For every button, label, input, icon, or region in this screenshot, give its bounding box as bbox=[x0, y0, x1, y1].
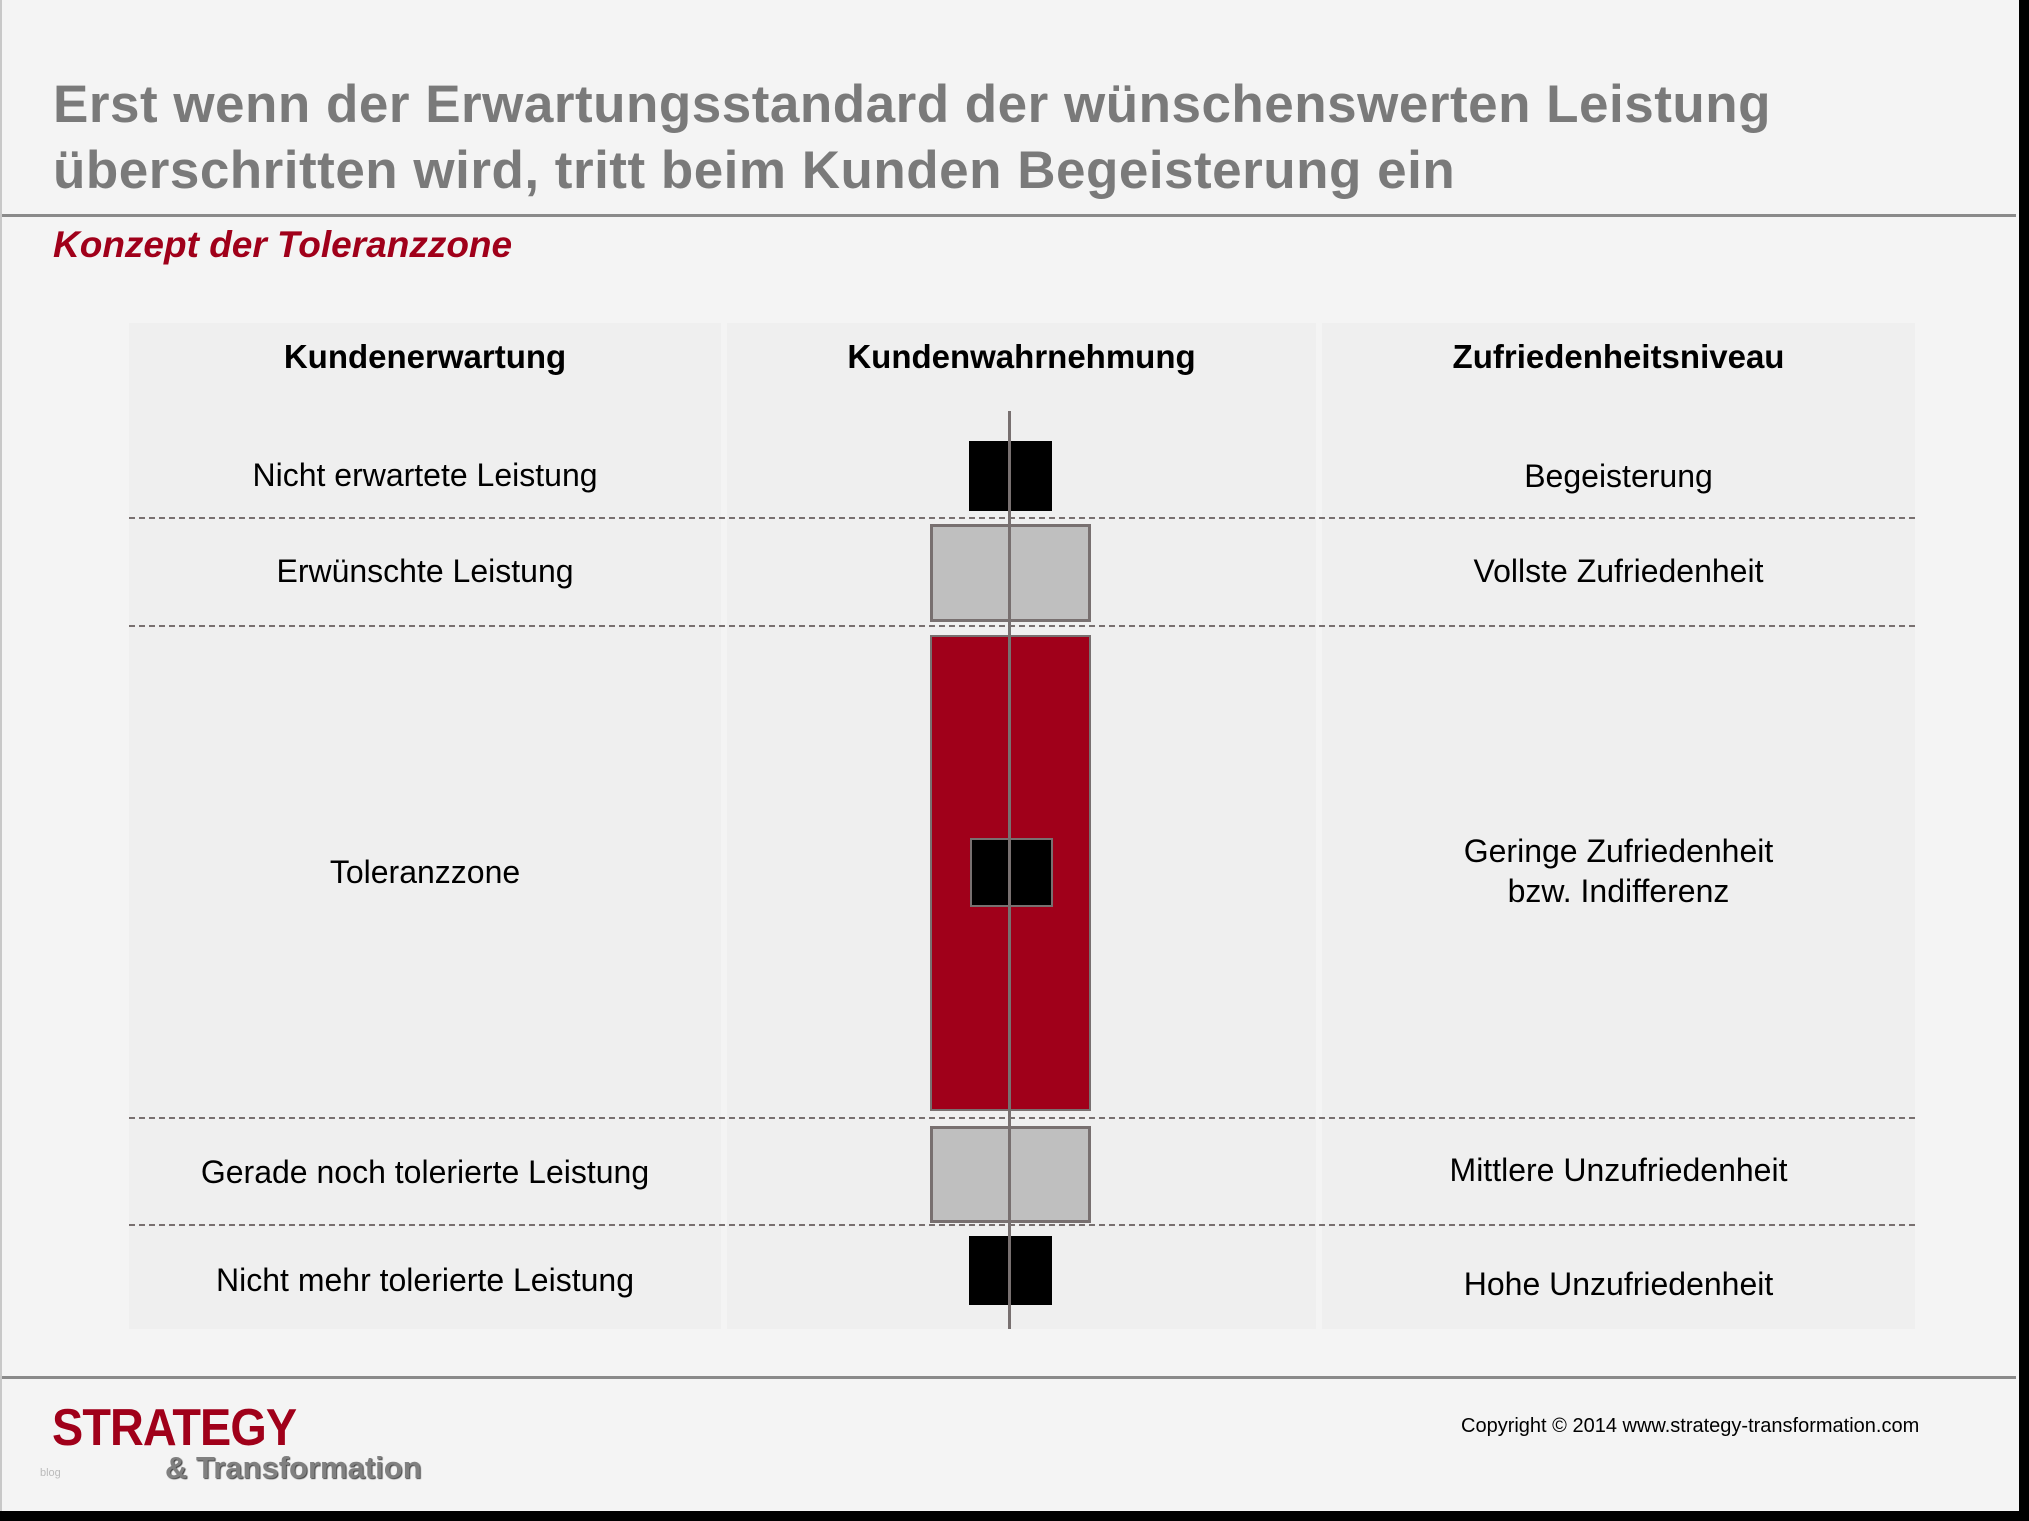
slide-title: Erst wenn der Erwartungsstandard der wün… bbox=[53, 75, 1772, 200]
row-divider bbox=[129, 625, 1915, 627]
slide-subtitle: Konzept der Toleranzzone bbox=[53, 224, 513, 265]
row-divider bbox=[129, 517, 1915, 519]
column-satisfaction bbox=[1322, 323, 1915, 1329]
header-perception: Kundenwahrnehmung bbox=[847, 338, 1196, 375]
perception-marker bbox=[970, 838, 1053, 907]
right-border bbox=[2019, 0, 2029, 1521]
satisfaction-label: Vollste Zufriedenheit bbox=[1473, 553, 1764, 589]
column-expectation bbox=[129, 323, 721, 1329]
expectation-label: Erwünschte Leistung bbox=[276, 553, 574, 589]
expectation-label: Toleranzzone bbox=[329, 854, 521, 890]
header-satisfaction: Zufriedenheitsniveau bbox=[1452, 338, 1785, 375]
logo-strategy: STRATEGY bbox=[52, 1399, 297, 1457]
title-divider bbox=[2, 214, 2016, 217]
satisfaction-label: Begeisterung bbox=[1524, 458, 1713, 494]
row-divider bbox=[129, 1117, 1915, 1119]
perception-axis bbox=[1008, 411, 1011, 1329]
bottom-border bbox=[0, 1511, 2029, 1521]
expectation-label: Nicht mehr tolerierte Leistung bbox=[216, 1262, 634, 1298]
header-expectation: Kundenerwartung bbox=[283, 338, 567, 375]
copyright: Copyright © 2014 www.strategy-transforma… bbox=[1461, 1415, 1920, 1437]
satisfaction-label: Mittlere Unzufriedenheit bbox=[1449, 1152, 1788, 1188]
row-divider bbox=[129, 1224, 1915, 1226]
satisfaction-label: Hohe Unzufriedenheit bbox=[1463, 1266, 1774, 1302]
logo-tag: blog bbox=[40, 1467, 61, 1479]
satisfaction-label: Geringe Zufriedenheit bzw. Indifferenz bbox=[1463, 833, 1774, 909]
expectation-label: Gerade noch tolerierte Leistung bbox=[200, 1154, 650, 1190]
footer-divider bbox=[2, 1376, 2016, 1379]
expectation-label: Nicht erwartete Leistung bbox=[252, 457, 598, 493]
left-border bbox=[0, 0, 2, 1521]
logo-transformation: & Transformation bbox=[165, 1450, 422, 1485]
